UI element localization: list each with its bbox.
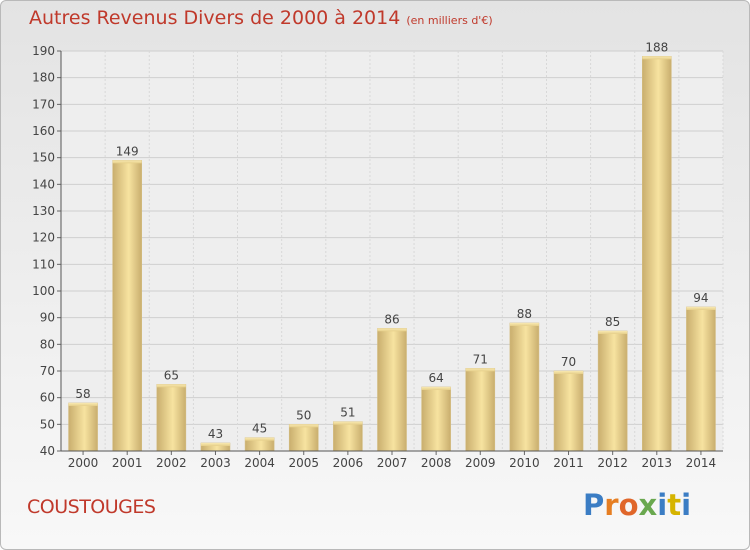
bar-2007 [377, 328, 407, 452]
bar-value-label: 65 [164, 368, 179, 382]
x-tick-label: 2009 [465, 456, 496, 470]
bar-value-label: 45 [252, 422, 267, 436]
logo-letter: o [618, 488, 639, 522]
bar-2011 [553, 370, 584, 452]
x-tick-label: 2003 [200, 456, 231, 470]
x-tick-label: 2005 [288, 456, 319, 470]
logo-letter: r [604, 488, 619, 522]
bar-value-label: 71 [473, 352, 488, 366]
bar-2010 [509, 322, 540, 452]
logo-letter: i [657, 488, 668, 522]
y-tick-label: 80 [40, 337, 55, 351]
x-tick-label: 2001 [112, 456, 143, 470]
y-tick-label: 130 [32, 204, 55, 218]
bar-top-2010 [509, 323, 539, 326]
bars-layer: 58 149 65 43 45 50 51 86 64 71 88 70 85 188 94 [68, 40, 716, 452]
x-tick-label: 2014 [686, 456, 717, 470]
bar-value-label: 43 [208, 427, 223, 441]
y-tick-label: 60 [40, 391, 55, 405]
x-tick-label: 2011 [553, 456, 584, 470]
y-tick-label: 110 [32, 257, 55, 271]
logo-letter: t [667, 488, 682, 522]
bar-top-2003 [200, 443, 230, 446]
y-tick-label: 40 [40, 444, 55, 458]
x-tick-label: 2013 [642, 456, 673, 470]
chart-title-text: Autres Revenus Divers de 2000 à 2014 [29, 7, 401, 29]
bar-2000 [68, 402, 98, 452]
bar-top-2005 [289, 424, 319, 428]
x-tick-label: 2002 [156, 456, 187, 470]
bar-value-label: 64 [428, 371, 443, 385]
bar-value-label: 85 [605, 315, 620, 329]
y-tick-label: 180 [32, 71, 55, 85]
bar-value-label: 94 [693, 291, 708, 305]
bar-2006 [333, 421, 363, 452]
bar-top-2004 [245, 437, 275, 441]
proxiti-logo: Proxiti [583, 488, 691, 522]
bar-value-label: 70 [561, 355, 576, 369]
y-tick-label: 90 [40, 311, 55, 325]
y-tick-label: 100 [32, 284, 55, 298]
y-tick-label: 160 [32, 124, 55, 138]
bar-value-label: 188 [645, 40, 668, 54]
bar-top-2013 [642, 56, 672, 60]
bar-value-label: 149 [116, 144, 139, 158]
x-tick-label: 2010 [509, 456, 540, 470]
bar-2012 [597, 330, 628, 452]
bar-top-2014 [686, 307, 716, 310]
bar-2014 [686, 306, 716, 452]
x-tick-label: 2008 [421, 456, 452, 470]
x-tick-label: 2004 [244, 456, 275, 470]
bar-value-label: 51 [340, 406, 355, 420]
logo-letter: P [583, 488, 605, 522]
bar-top-2001 [112, 160, 142, 164]
logo-letter: x [638, 488, 658, 522]
y-tick-label: 150 [32, 151, 55, 165]
bar-value-label: 50 [296, 408, 311, 422]
bar-value-label: 86 [384, 312, 399, 326]
x-tick-label: 2000 [68, 456, 99, 470]
y-tick-label: 70 [40, 364, 55, 378]
axes-layer: 40 50 60 70 80 90 100 110 120 130 140 150 160 170 180 1… [32, 44, 723, 470]
bar-top-2009 [465, 368, 495, 372]
y-tick-label: 170 [32, 97, 55, 111]
bar-2009 [465, 368, 496, 452]
y-tick-label: 140 [32, 177, 55, 191]
bar-top-2011 [554, 371, 584, 374]
bar-2013 [641, 56, 672, 452]
bar-top-2007 [377, 328, 407, 332]
bar-top-2012 [598, 331, 628, 334]
x-tick-label: 2012 [597, 456, 628, 470]
chart-title: Autres Revenus Divers de 2000 à 2014 (en … [29, 7, 493, 29]
bar-value-label: 88 [517, 307, 532, 321]
place-name: COUSTOUGES [27, 496, 156, 518]
logo-letter: i [681, 488, 692, 522]
bar-top-2006 [333, 421, 363, 425]
bar-2008 [421, 386, 451, 452]
bar-2002 [156, 384, 187, 452]
y-tick-label: 50 [40, 417, 55, 431]
bar-value-label: 58 [75, 387, 90, 401]
x-tick-label: 2007 [377, 456, 408, 470]
bar-2001 [112, 160, 142, 452]
chart-subtitle: (en milliers d'€) [406, 14, 493, 27]
bar-top-2000 [68, 403, 98, 406]
bar-top-2008 [421, 387, 451, 390]
y-tick-label: 120 [32, 231, 55, 245]
x-tick-label: 2006 [333, 456, 364, 470]
y-tick-label: 190 [32, 44, 55, 58]
bar-2005 [288, 424, 319, 452]
bar-top-2002 [156, 384, 186, 388]
